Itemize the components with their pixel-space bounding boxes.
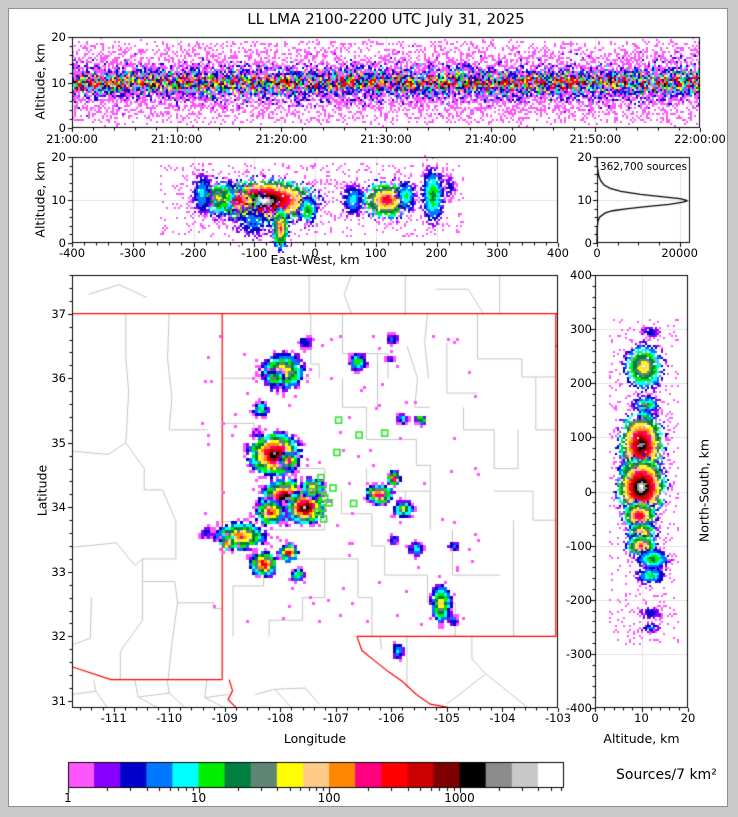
colorbar-tick-label: 1000 (444, 791, 475, 805)
tick-label: 0 (58, 121, 66, 135)
tick-label: -300 (565, 646, 592, 661)
tick-label: -300 (119, 246, 146, 260)
tick-label: 0 (591, 711, 599, 725)
tick-label: 300 (570, 322, 592, 337)
colorbar-tick-label: 10 (190, 791, 207, 805)
tick-label: 0 (58, 236, 66, 250)
tick-label: 10 (634, 711, 649, 725)
tick-label: -100 (565, 538, 592, 553)
tick-label: 22:00:00 (674, 132, 726, 146)
tick-label: 20 (577, 150, 592, 164)
tick-label: 35 (51, 435, 66, 450)
ew-panel-xlabel: East-West, km (270, 252, 360, 267)
tick-label: 21:30:00 (360, 132, 412, 146)
ns-panel-xlabel: Altitude, km (603, 731, 680, 746)
tick-label: 200 (425, 246, 448, 260)
tick-label: 200 (570, 376, 592, 391)
source-count-annotation: 362,700 sources (599, 161, 687, 173)
tick-label: -111 (100, 711, 127, 725)
tick-label: 36 (51, 371, 66, 386)
tick-label: -100 (241, 246, 268, 260)
tick-label: -110 (156, 711, 183, 725)
tick-label: 0 (584, 236, 592, 250)
tick-label: 20 (51, 150, 66, 164)
tick-label: -105 (433, 711, 460, 725)
tick-label: 33 (51, 564, 66, 579)
tick-label: 21:20:00 (255, 132, 308, 146)
colorbar-label: Sources/7 km² (616, 767, 717, 783)
tick-label: -200 (565, 592, 592, 607)
tick-label: 31 (51, 693, 66, 708)
colorbar (58, 752, 574, 800)
tick-label: 20 (51, 30, 66, 44)
tick-label: -400 (58, 246, 86, 260)
tick-label: 0 (584, 484, 592, 499)
plan-view-panel (62, 265, 568, 718)
tick-label: -109 (211, 711, 238, 725)
tick-label: 21:00:00 (46, 132, 98, 146)
tick-label: 0 (311, 246, 319, 260)
tick-label: 21:10:00 (150, 132, 203, 146)
tick-label: -104 (489, 711, 516, 725)
tick-label: 34 (51, 500, 66, 515)
tick-label: -108 (267, 711, 294, 725)
time-height-panel (62, 27, 710, 138)
figure-title: LL LMA 2100-2200 UTC July 31, 2025 (247, 10, 525, 28)
tick-label: 20 (680, 711, 696, 725)
tick-label: 100 (570, 430, 592, 445)
colorbar-tick-label: 100 (317, 791, 341, 805)
tick-label: 20000 (661, 246, 698, 260)
ns-panel-ylabel: North-South, km (696, 438, 712, 543)
colorbar-tick-label: 1 (64, 791, 72, 805)
tick-label: -400 (565, 701, 592, 715)
tick-label: 400 (547, 246, 569, 260)
tick-label: 10 (577, 193, 592, 207)
tick-label: 37 (51, 306, 66, 321)
tick-label: 400 (570, 268, 592, 282)
map-xlabel: Longitude (283, 731, 347, 746)
tick-label: 10 (51, 193, 66, 207)
tick-label: 0 (593, 246, 601, 260)
east-west-height-panel (62, 147, 568, 253)
tick-label: -107 (322, 711, 349, 725)
tick-label: -103 (544, 711, 572, 725)
tick-label: 32 (51, 629, 66, 644)
tick-label: 21:50:00 (569, 132, 622, 146)
tick-label: 100 (364, 246, 387, 260)
tick-label: -200 (180, 246, 207, 260)
tick-label: 300 (486, 246, 509, 260)
altitude-histogram-panel (587, 147, 700, 253)
tick-label: 10 (51, 75, 66, 90)
north-south-height-panel (585, 265, 698, 718)
tick-label: 21:40:00 (464, 132, 517, 146)
tick-label: -106 (378, 711, 405, 725)
